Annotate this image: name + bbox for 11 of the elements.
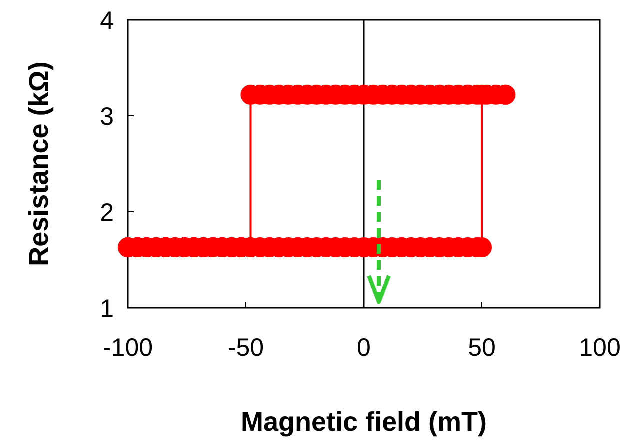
- x-tick-label: -100: [102, 334, 154, 362]
- y-axis-title: Resistance (kΩ): [24, 62, 54, 266]
- x-tick-label: 50: [468, 334, 496, 362]
- y-tick-label: 3: [100, 102, 114, 131]
- x-axis-title: Magnetic field (mT): [240, 407, 488, 437]
- x-tick-label: 100: [579, 334, 621, 362]
- x-tick-label: -50: [228, 334, 264, 362]
- y-tick-label: 4: [100, 6, 114, 35]
- y-tick-label: 2: [100, 198, 114, 227]
- x-tick-label: 0: [357, 334, 371, 362]
- y-tick-label: 1: [100, 294, 114, 323]
